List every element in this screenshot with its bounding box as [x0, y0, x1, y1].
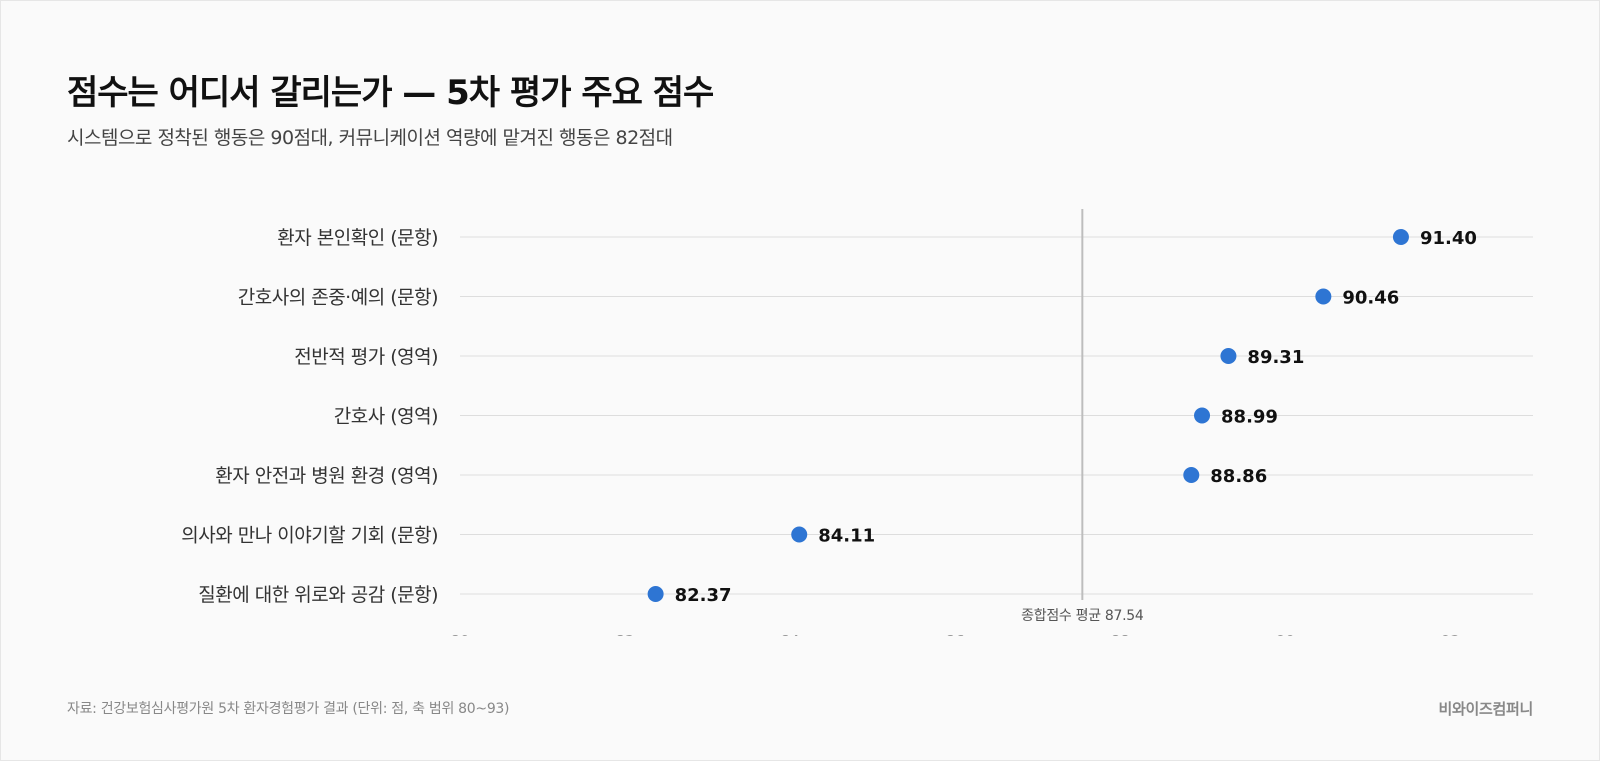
dot-plot-chart: 환자 본인확인 (문항) 간호사의 존중·예의 (문항) 전반적 평가 (영역) 간호…	[181, 209, 1533, 636]
brand-logo-text: 비와이즈컴퍼니	[1438, 700, 1533, 718]
category-label: 의사와 만나 이야기할 기회 (문항)	[181, 525, 438, 547]
data-value-label: 88.86	[1210, 466, 1267, 487]
x-tick-label: 86	[946, 632, 965, 636]
x-tick-label: 80	[450, 632, 469, 636]
x-tick-label: 84	[781, 632, 800, 636]
data-value-label: 90.46	[1342, 288, 1399, 309]
x-tick-label: 88	[1111, 632, 1130, 636]
category-label: 환자 안전과 병원 환경 (영역)	[215, 465, 438, 487]
category-label: 환자 본인확인 (문항)	[277, 227, 438, 249]
category-label: 전반적 평가 (영역)	[294, 346, 438, 368]
x-tick-label: 90	[1276, 632, 1295, 636]
chart-title: 점수는 어디서 갈리는가 — 5차 평가 주요 점수	[67, 73, 714, 113]
average-reference-label: 종합점수 평균 87.54	[1021, 608, 1144, 624]
chart-subtitle: 시스템으로 정착된 행동은 90점대, 커뮤니케이션 역량에 맡겨진 행동은 8…	[67, 127, 673, 149]
category-label: 질환에 대한 위로와 공감 (문항)	[198, 584, 438, 606]
data-value-label: 88.99	[1221, 407, 1278, 428]
x-tick-label: 82	[616, 632, 635, 636]
data-point	[1392, 229, 1409, 245]
data-value-label: 89.31	[1247, 347, 1304, 368]
source-note: 자료: 건강보험심사평가원 5차 환자경험평가 결과 (단위: 점, 축 범위 …	[67, 701, 510, 717]
data-value-label: 84.11	[818, 526, 875, 547]
category-label: 간호사 (영역)	[334, 406, 438, 428]
data-point	[1220, 348, 1237, 364]
x-tick-label: 92	[1441, 632, 1460, 636]
data-point	[647, 586, 664, 602]
data-value-label: 82.37	[675, 585, 732, 606]
data-point	[1183, 467, 1200, 483]
data-point	[791, 526, 808, 543]
category-label: 간호사의 존중·예의 (문항)	[238, 287, 438, 309]
data-value-label: 91.40	[1420, 228, 1477, 249]
data-point	[1194, 407, 1211, 424]
data-point	[1315, 288, 1332, 305]
